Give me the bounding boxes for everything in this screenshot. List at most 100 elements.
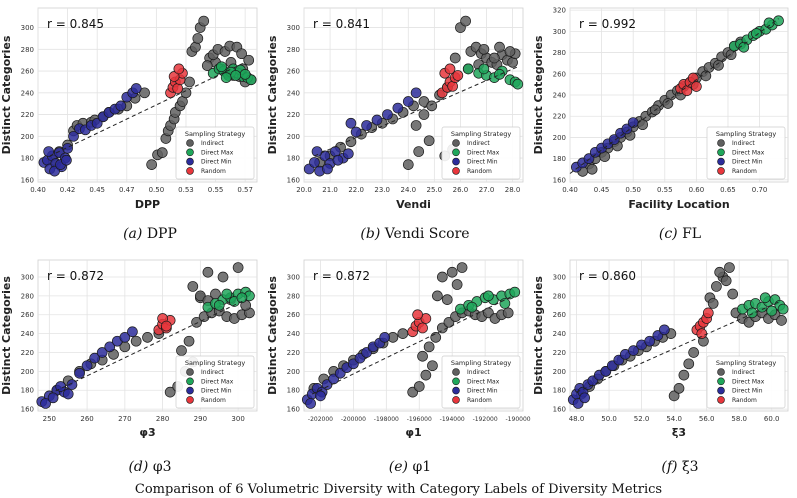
legend-marker [717, 139, 725, 147]
trend-line [569, 18, 779, 174]
trend-line [576, 301, 781, 393]
data-point [586, 163, 598, 175]
legend: Sampling Strategy Indirect Direct Max Direc… [441, 355, 521, 409]
trend-line [314, 66, 518, 157]
data-point [668, 390, 680, 402]
y-tick-label: 240 [287, 330, 300, 338]
data-point [776, 315, 787, 326]
data-point [688, 347, 699, 358]
data-point [683, 358, 695, 370]
x-tick-label: 0.55 [208, 186, 224, 194]
data-point [402, 159, 414, 170]
y-tick-label: 240 [287, 89, 300, 97]
data-point [452, 70, 464, 81]
data-point [713, 59, 724, 71]
x-tick-label: 0.50 [625, 186, 641, 194]
scatter-svg: 0.40 0.42 0.45 0.47 0.50 0.53 0.55 0.57 160 180 20… [0, 7, 258, 211]
caption-e: (e) φ1 [340, 459, 480, 475]
data-point [130, 83, 142, 94]
y-tick-label: 260 [21, 311, 34, 319]
data-point [40, 398, 51, 409]
series-direct-min [567, 324, 670, 409]
x-tick-label: -194000 [440, 416, 465, 423]
legend-marker [452, 368, 460, 376]
data-point [449, 52, 461, 64]
data-point [66, 379, 78, 390]
data-point [678, 369, 690, 381]
series-direct-min [36, 326, 138, 409]
panel-phi1: -202000 -200000 -198000 -196000 -194000 -1920… [266, 252, 532, 447]
data-point [89, 352, 100, 364]
series-random [153, 313, 176, 336]
data-point [583, 153, 595, 165]
data-point [315, 390, 326, 402]
data-point [161, 320, 172, 332]
caption-tag: (b) [360, 226, 381, 242]
y-tick-label: 300 [287, 24, 300, 32]
x-tick-label: 0.53 [178, 186, 194, 194]
y-tick-label: 300 [21, 24, 34, 32]
caption-tag: (f) [661, 459, 678, 475]
y-tick-label: 280 [287, 46, 300, 54]
y-tick-label: 200 [21, 368, 34, 376]
x-tick-label: 22.0 [348, 186, 364, 194]
y-tick-label: 280 [21, 292, 34, 300]
x-axis-label: DPP [135, 198, 160, 211]
data-point [164, 386, 176, 398]
data-point [441, 294, 453, 305]
legend: Sampling Strategy Indirect Direct Max Direc… [706, 126, 786, 180]
data-point [130, 335, 142, 347]
series-random [691, 307, 714, 339]
correlation-annotation: r = 0.860 [579, 269, 636, 283]
data-point [727, 288, 739, 300]
data-point [738, 41, 750, 53]
scatter-svg: 250 260 270 280 290 300 160 180 200 220 240 260 280 3… [0, 259, 258, 439]
legend-box [706, 126, 786, 180]
data-point [417, 322, 428, 334]
data-point [236, 48, 247, 60]
data-point [62, 388, 74, 400]
data-point [74, 367, 85, 379]
caption-label: FL [682, 226, 702, 242]
series-random [407, 309, 432, 338]
data-point [115, 100, 127, 112]
data-point [156, 147, 168, 158]
legend-label: Indirect [201, 369, 224, 376]
x-tick-label: 56.0 [699, 415, 715, 423]
series-direct-max [728, 15, 784, 53]
series-indirect [314, 15, 521, 170]
data-point [724, 262, 735, 273]
data-point [662, 98, 674, 109]
data-point [423, 135, 435, 147]
data-point [423, 341, 435, 353]
y-tick-label: 220 [553, 349, 566, 357]
x-tick-label: 0.50 [149, 186, 165, 194]
y-tick-label: 200 [287, 133, 300, 141]
legend: Sampling Strategy Indirect Direct Max Direc… [706, 355, 786, 409]
data-point [243, 54, 255, 66]
legend: Sampling Strategy Indirect Direct Max Direc… [175, 355, 255, 409]
data-point [462, 63, 474, 75]
y-axis-label: Distinct Categories [532, 35, 545, 154]
legend-box [441, 355, 521, 409]
data-point [397, 328, 409, 339]
data-point [202, 266, 214, 278]
data-point [176, 345, 187, 356]
legend-marker [186, 139, 194, 147]
y-tick-label: 240 [553, 92, 566, 100]
y-tick-label: 180 [553, 155, 566, 163]
legend-marker [452, 377, 460, 386]
y-tick-label: 160 [553, 406, 566, 414]
series-random [165, 63, 188, 99]
caption-tag: (a) [123, 226, 143, 242]
y-tick-label: 240 [21, 330, 34, 338]
x-tick-label: 0.40 [30, 186, 46, 194]
data-point [512, 78, 524, 90]
legend-title: Sampling Strategy [451, 130, 511, 138]
data-point [305, 398, 316, 409]
legend-label: Direct Min [201, 159, 232, 166]
x-tick-label: 0.42 [60, 186, 76, 194]
legend-label: Direct Max [467, 149, 500, 156]
y-tick-label: 260 [287, 311, 300, 319]
scatter-svg: -202000 -200000 -198000 -196000 -194000 -1920… [266, 259, 531, 439]
